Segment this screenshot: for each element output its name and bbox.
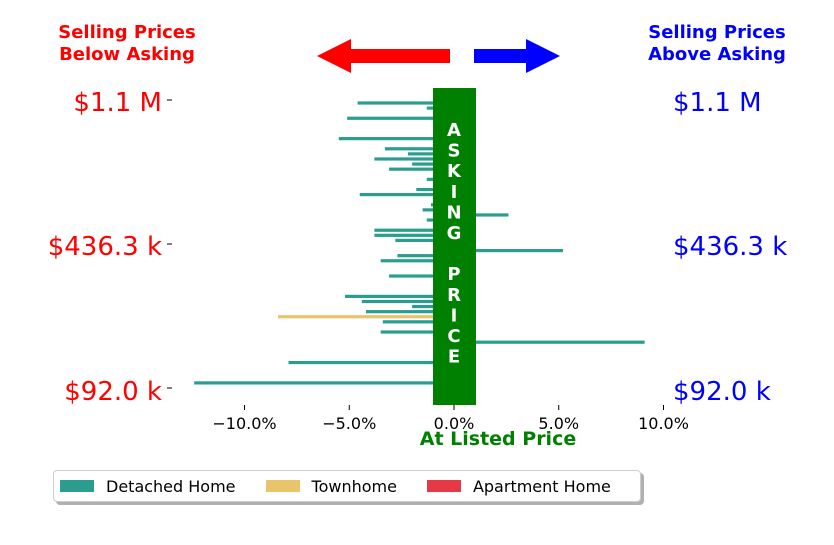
bar bbox=[288, 360, 454, 365]
y-label-right-bottom: $92.0 k bbox=[673, 377, 771, 407]
asking-letter: I bbox=[451, 305, 458, 326]
legend-item-apartment: Apartment Home bbox=[426, 476, 611, 496]
legend: Detached Home Townhome Apartment Home bbox=[53, 470, 641, 502]
bar bbox=[374, 228, 454, 232]
x-tick-label: −10.0% bbox=[212, 414, 276, 433]
y-label-left-mid: $436.3 k bbox=[48, 232, 162, 262]
asking-letter: R bbox=[447, 285, 461, 306]
asking-letter: G bbox=[447, 223, 462, 244]
bar bbox=[374, 233, 454, 237]
asking-letter: K bbox=[447, 161, 462, 182]
x-tick-label: −5.0% bbox=[322, 414, 376, 433]
bar bbox=[454, 213, 509, 217]
x-axis: −10.0% −5.0% 0.0% 5.0% 10.0% bbox=[212, 405, 689, 433]
bar bbox=[338, 137, 454, 141]
bar bbox=[454, 248, 563, 253]
bar bbox=[389, 167, 454, 171]
legend-swatch-detached bbox=[60, 480, 94, 492]
bar bbox=[359, 193, 454, 197]
legend-label-townhome: Townhome bbox=[311, 476, 397, 496]
bar bbox=[194, 381, 454, 385]
asking-letter: E bbox=[448, 347, 460, 368]
bar bbox=[454, 340, 645, 344]
bar bbox=[380, 259, 454, 263]
legend-item-detached: Detached Home bbox=[60, 477, 236, 496]
legend-swatch-apartment bbox=[426, 480, 461, 492]
bar bbox=[384, 147, 454, 151]
bar bbox=[345, 294, 454, 298]
y-label-left-top: $1.1 M bbox=[73, 88, 162, 118]
bar bbox=[366, 310, 454, 314]
bar bbox=[374, 157, 454, 161]
bar bbox=[347, 116, 454, 120]
asking-letter: C bbox=[447, 326, 460, 347]
asking-letter: N bbox=[446, 202, 461, 223]
bar bbox=[389, 274, 454, 278]
asking-letter: A bbox=[447, 120, 461, 141]
bar bbox=[278, 315, 454, 319]
legend-item-townhome: Townhome bbox=[265, 476, 397, 496]
arrow-left-icon bbox=[317, 39, 450, 73]
bar bbox=[395, 238, 454, 243]
x-axis-label: At Listed Price bbox=[420, 428, 576, 450]
bar bbox=[361, 299, 454, 304]
bar bbox=[380, 330, 454, 334]
y-label-left-bottom: $92.0 k bbox=[64, 377, 162, 407]
bar bbox=[397, 254, 454, 258]
right-title-line-2: Above Asking bbox=[648, 44, 786, 65]
left-title-line-1: Selling Prices bbox=[58, 22, 195, 43]
bar bbox=[407, 152, 454, 156]
y-label-right-mid: $436.3 k bbox=[673, 232, 787, 262]
asking-letter: P bbox=[447, 264, 460, 285]
legend-swatch-townhome bbox=[265, 480, 300, 492]
x-tick-label: 10.0% bbox=[638, 414, 689, 433]
x-tick-label: 0.0% bbox=[434, 414, 475, 433]
asking-price-band bbox=[433, 88, 476, 405]
bar bbox=[382, 320, 454, 324]
asking-letter: I bbox=[451, 182, 458, 203]
legend-label-apartment: Apartment Home bbox=[472, 476, 611, 496]
right-title-line-1: Selling Prices bbox=[648, 22, 785, 43]
bar bbox=[357, 101, 454, 105]
bars-group bbox=[194, 101, 645, 390]
asking-letter: S bbox=[448, 141, 461, 162]
y-label-right-top: $1.1 M bbox=[673, 88, 762, 118]
legend-label-detached: Detached Home bbox=[106, 476, 236, 496]
arrow-right-icon bbox=[474, 39, 560, 73]
left-title-line-2: Below Asking bbox=[59, 44, 195, 65]
x-tick-label: 5.0% bbox=[538, 414, 579, 433]
